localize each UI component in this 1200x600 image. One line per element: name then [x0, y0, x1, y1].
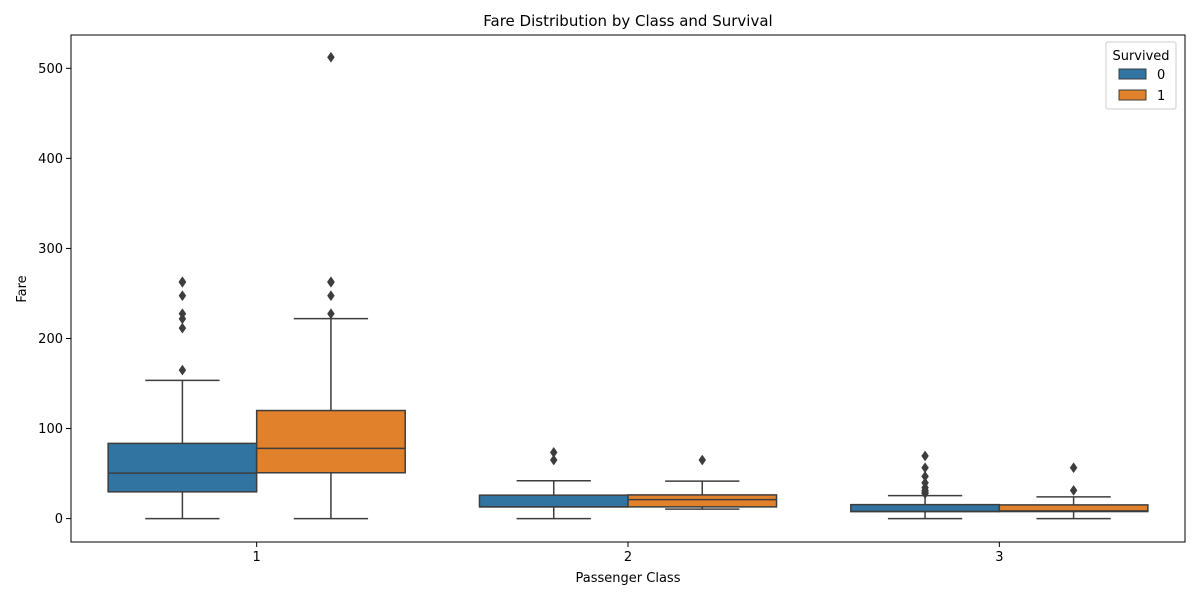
- y-axis-label: Fare: [15, 275, 30, 302]
- outlier-class-1-survived-1-1: [327, 290, 335, 302]
- box-class-1-survived-1: [255, 409, 406, 474]
- y-tick-label-0: 0: [55, 512, 63, 527]
- y-tick-label-400: 400: [38, 152, 63, 167]
- outlier-class-3-survived-0-4: [921, 477, 929, 489]
- legend-swatch-survived-0: [1118, 68, 1147, 80]
- y-tick-label-300: 300: [38, 242, 63, 257]
- outlier-class-3-survived-1-0: [1069, 484, 1078, 496]
- x-tick-label-2: 2: [624, 550, 632, 565]
- outlier-class-3-survived-0-6: [921, 462, 929, 474]
- y-tick-label-200: 200: [38, 332, 63, 347]
- plot-area: 0 100 200 300 400 500 1 2 3: [38, 34, 1186, 565]
- legend-title: Survived: [1112, 49, 1169, 64]
- chart-title: Fare Distribution by Class and Survival: [483, 12, 772, 30]
- outlier-class-3-survived-0-5: [921, 470, 929, 482]
- outlier-class-3-survived-0-7: [921, 450, 929, 462]
- outlier-class-1-survived-1-0: [327, 308, 335, 320]
- box-class-1-survived-0: [107, 442, 258, 493]
- legend-swatch-survived-1: [1118, 89, 1147, 101]
- x-axis-label: Passenger Class: [576, 571, 681, 586]
- legend-label-survived-0: 0: [1157, 68, 1165, 83]
- outlier-class-1-survived-1-4: [327, 51, 335, 63]
- outlier-class-1-survived-0-4: [178, 290, 187, 302]
- outlier-class-2-survived-0-1: [549, 446, 558, 458]
- outlier-class-1-survived-0-0: [178, 364, 187, 376]
- y-tick-label-100: 100: [38, 422, 63, 437]
- outlier-class-1-survived-0-6: [178, 276, 187, 288]
- outlier-class-2-survived-1-0: [698, 454, 707, 466]
- legend-label-survived-1: 1: [1157, 89, 1165, 104]
- outlier-class-1-survived-1-3: [327, 276, 335, 288]
- box-class-2-survived-1: [627, 494, 778, 508]
- x-tick-label-1: 1: [253, 550, 261, 565]
- outlier-class-2-survived-0-0: [549, 454, 558, 466]
- x-tick-label-3: 3: [995, 550, 1003, 565]
- outlier-class-1-survived-0-3: [178, 308, 187, 320]
- box-class-3-survived-0: [850, 503, 1001, 513]
- box-class-2-survived-0: [478, 494, 629, 508]
- y-tick-label-500: 500: [38, 62, 63, 77]
- legend: Survived 0 1: [1105, 41, 1177, 110]
- outlier-class-3-survived-1-1: [1069, 462, 1078, 474]
- outlier-class-1-survived-0-1: [178, 322, 187, 334]
